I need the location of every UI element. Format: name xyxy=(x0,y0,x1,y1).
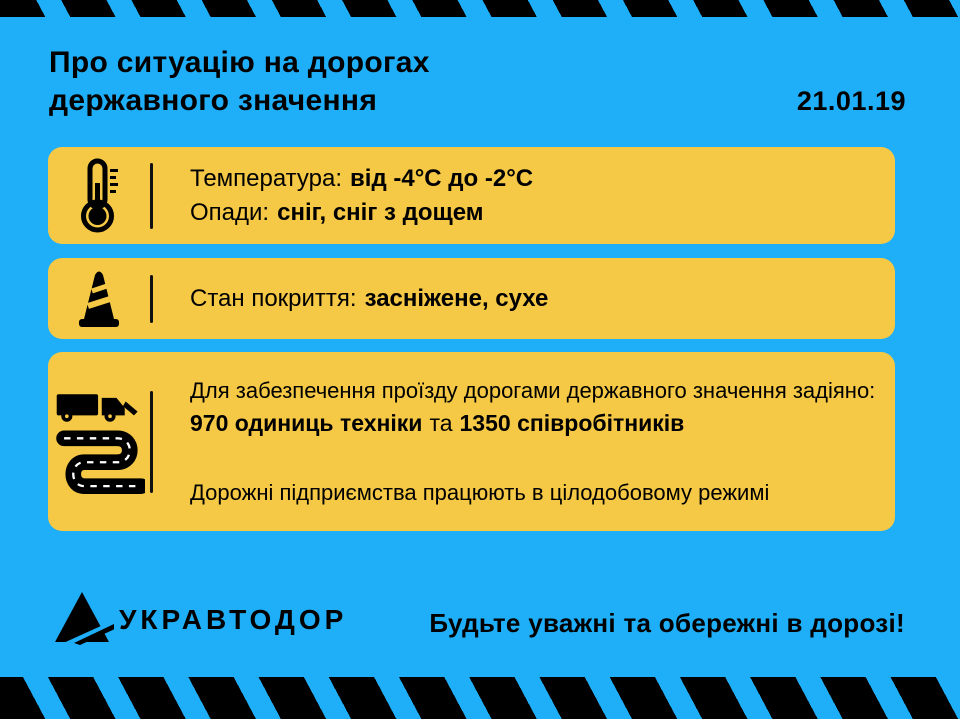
precipitation-value: сніг, сніг з дощем xyxy=(277,198,484,226)
hazard-stripes-top xyxy=(0,0,960,17)
date-label: 21.01.19 xyxy=(796,86,906,116)
temperature-value: від -4°С до -2°С xyxy=(350,164,534,192)
surface-label: Стан покриття: xyxy=(190,284,357,312)
precipitation-label: Опади: xyxy=(190,198,270,226)
surface-value: засніжене, сухе xyxy=(364,284,549,312)
resources-intro: Для забезпечення проїзду дорогами держав… xyxy=(190,377,876,403)
page-title-line1: Про ситуацію на дорогах xyxy=(49,46,430,79)
staff-count: 1350 співробітників xyxy=(459,409,685,436)
page-title: Про ситуацію на дорогах державного значе… xyxy=(49,44,430,120)
footer-slogan: Будьте уважні та обережні в дорозі! xyxy=(429,608,905,638)
thermometer-icon xyxy=(76,157,122,235)
icon-cell xyxy=(48,385,150,499)
conjunction: та xyxy=(429,409,453,436)
card-surface: Стан покриття: засніжене, сухе xyxy=(48,258,895,339)
icon-cell xyxy=(48,157,150,235)
temperature-line: Температура: від -4°С до -2°С xyxy=(190,162,533,196)
resources-text: Для забезпечення проїзду дорогами держав… xyxy=(190,376,875,508)
card-divider xyxy=(150,390,153,493)
resources-numbers: 970 одиниць техніки та 1350 співробітників xyxy=(190,408,875,438)
weather-text: Температура: від -4°С до -2°С Опади: сніг,… xyxy=(190,162,533,230)
precipitation-line: Опади: сніг, сніг з дощем xyxy=(190,196,533,230)
surface-text: Стан покриття: засніжене, сухе xyxy=(190,282,548,316)
truck-road-icon xyxy=(53,385,145,499)
temperature-label: Температура: xyxy=(190,164,343,192)
equipment-count: 970 одиниць техніки xyxy=(190,409,423,436)
brand-name: УКРАВТОДОР xyxy=(119,604,348,635)
traffic-cone-icon xyxy=(78,269,120,329)
ukravtodor-logo-icon xyxy=(54,591,114,649)
card-divider xyxy=(150,274,153,323)
resources-note: Дорожні підприємства працюють в цілодобо… xyxy=(190,479,770,505)
card-divider xyxy=(150,162,153,229)
page-title-line2: державного значення xyxy=(49,84,378,117)
hazard-stripes-bottom xyxy=(0,677,960,719)
card-weather: Температура: від -4°С до -2°С Опади: сніг,… xyxy=(48,147,895,244)
icon-cell xyxy=(48,269,150,329)
card-resources: Для забезпечення проїзду дорогами держав… xyxy=(48,352,895,531)
